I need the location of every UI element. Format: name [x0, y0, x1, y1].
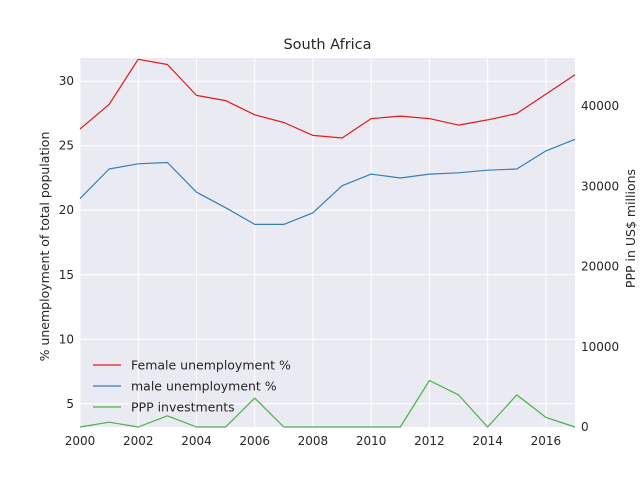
y-tick-label: 15: [59, 268, 74, 282]
y-tick-label: 20: [59, 203, 74, 217]
series-line-3: [79, 379, 576, 428]
y-tick-label: 5: [66, 397, 74, 411]
x-tick-label: 2012: [414, 434, 445, 448]
y-tick-label: 30: [59, 74, 74, 88]
x-tick-label: 2004: [181, 434, 212, 448]
x-tick-label: 2008: [298, 434, 329, 448]
series-line-2: [79, 138, 576, 225]
y2-tick-label: 40000: [581, 99, 619, 113]
y2-axis-label: PPP in US$ millions: [623, 169, 638, 288]
tick-labels: 2000 2002 2004 2006 2008 2010 2012 2014 2016 5 10 1…: [59, 74, 619, 448]
chart-title: South Africa: [283, 37, 371, 53]
y-tick-label: 10: [59, 332, 74, 346]
y2-tick-label: 10000: [581, 340, 619, 354]
x-tick-label: 2014: [472, 434, 503, 448]
x-tick-label: 2010: [356, 434, 387, 448]
legend-entry-label: Female unemployment %: [131, 358, 291, 373]
x-tick-label: 2016: [531, 434, 562, 448]
series-lines: [79, 58, 576, 428]
y-axis-label: % unemployment of total population: [37, 132, 52, 362]
x-tick-label: 2000: [65, 434, 96, 448]
legend-entry-label: PPP investments: [131, 400, 235, 415]
y-tick-label: 25: [59, 139, 74, 153]
plot-area: [80, 58, 575, 427]
x-tick-label: 2002: [123, 434, 154, 448]
series-line-1: [79, 58, 576, 139]
y2-tick-label: 30000: [581, 179, 619, 193]
legend-entry-label: male unemployment %: [131, 379, 277, 394]
x-tick-label: 2006: [239, 434, 270, 448]
y2-tick-label: 20000: [581, 260, 619, 274]
y2-tick-label: 0: [581, 420, 589, 434]
legend: Female unemployment % male unemployment %…: [93, 358, 291, 415]
